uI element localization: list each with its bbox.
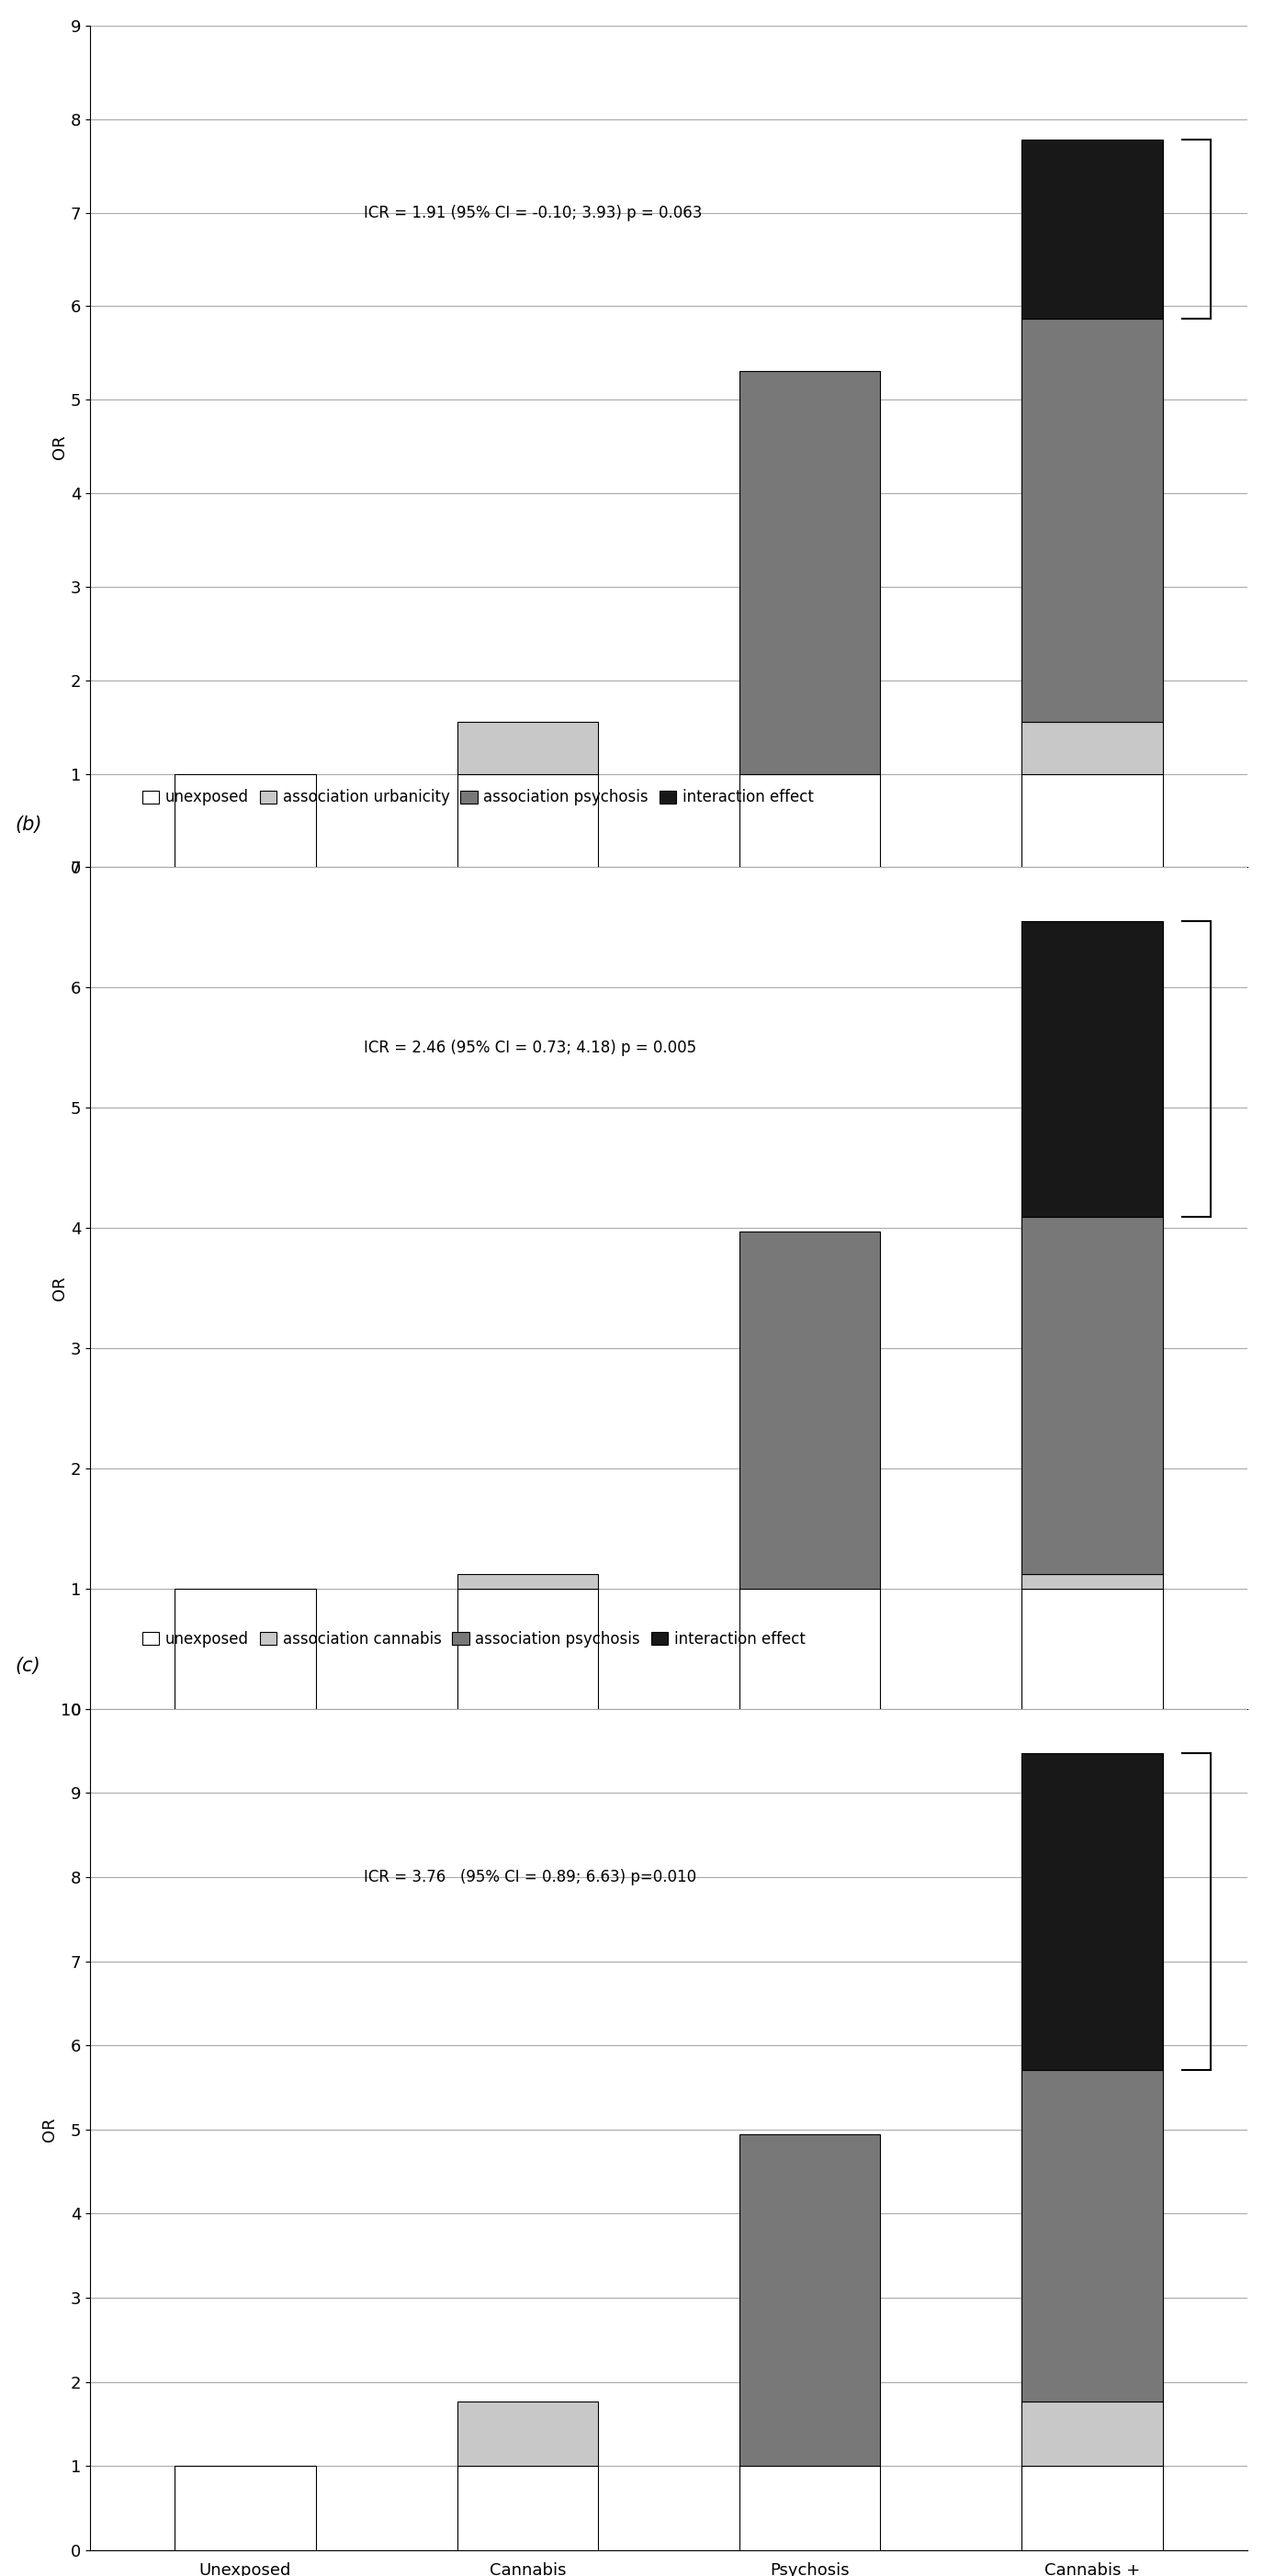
- Y-axis label: OR: OR: [41, 2117, 58, 2141]
- Text: ICR = 1.91 (95% CI = -0.10; 3.93) p = 0.063: ICR = 1.91 (95% CI = -0.10; 3.93) p = 0.…: [364, 204, 702, 222]
- Bar: [1021, 139, 1163, 319]
- Text: ICR = 3.76   (95% CI = 0.89; 6.63) p=0.010: ICR = 3.76 (95% CI = 0.89; 6.63) p=0.010: [364, 1868, 697, 1886]
- Bar: [739, 371, 881, 773]
- Text: ICR = 2.46 (95% CI = 0.73; 4.18) p = 0.005: ICR = 2.46 (95% CI = 0.73; 4.18) p = 0.0…: [364, 1038, 697, 1056]
- Bar: [1021, 1754, 1163, 2069]
- Text: OR = 1.56
(95% CI =
1.35; 1.79): OR = 1.56 (95% CI = 1.35; 1.79): [489, 994, 566, 1038]
- Bar: [175, 2465, 316, 2550]
- Bar: [457, 2465, 598, 2550]
- Text: OR = 6.55
(95% CI =
5.14; 8.35): OR = 6.55 (95% CI = 5.14; 8.35): [1053, 1834, 1130, 1880]
- Bar: [1021, 721, 1163, 773]
- Y-axis label: OR: OR: [51, 1275, 68, 1301]
- Bar: [739, 773, 881, 868]
- Bar: [1021, 1589, 1163, 1708]
- Bar: [457, 2401, 598, 2465]
- Bar: [175, 1589, 316, 1708]
- Bar: [1021, 2069, 1163, 2401]
- Bar: [175, 773, 316, 868]
- Text: (c): (c): [15, 1656, 40, 1674]
- Text: OR = 1.12
(95% CI =
0.94; 1.34): OR = 1.12 (95% CI = 0.94; 1.34): [489, 1834, 566, 1880]
- Bar: [457, 773, 598, 868]
- Bar: [739, 1231, 881, 1589]
- Bar: [739, 1589, 881, 1708]
- Bar: [1021, 2465, 1163, 2550]
- Legend: unexposed, association cannabis, association psychosis, interaction effect: unexposed, association cannabis, associa…: [136, 1625, 811, 1654]
- Text: (b): (b): [15, 814, 42, 835]
- Legend: unexposed, association urbanicity, association psychosis, interaction effect: unexposed, association urbanicity, assoc…: [136, 783, 819, 811]
- Y-axis label: OR: OR: [51, 435, 68, 459]
- Bar: [1021, 2401, 1163, 2465]
- Bar: [1021, 773, 1163, 868]
- Bar: [1021, 1574, 1163, 1589]
- Bar: [739, 2465, 881, 2550]
- Text: OR = 7.78
(95% CI =
6.08; 9.96): OR = 7.78 (95% CI = 6.08; 9.96): [1053, 994, 1130, 1038]
- Bar: [457, 1574, 598, 1589]
- Text: OR = 5.31
(95% CI =
4.22; 6.69): OR = 5.31 (95% CI = 4.22; 6.69): [772, 994, 849, 1038]
- Bar: [457, 721, 598, 773]
- Text: OR = 3.97
(95% CI =
2.91; 5.43): OR = 3.97 (95% CI = 2.91; 5.43): [772, 1834, 849, 1880]
- Bar: [1021, 1216, 1163, 1574]
- Bar: [739, 2136, 881, 2465]
- Bar: [1021, 319, 1163, 721]
- Bar: [1021, 922, 1163, 1216]
- Bar: [457, 1589, 598, 1708]
